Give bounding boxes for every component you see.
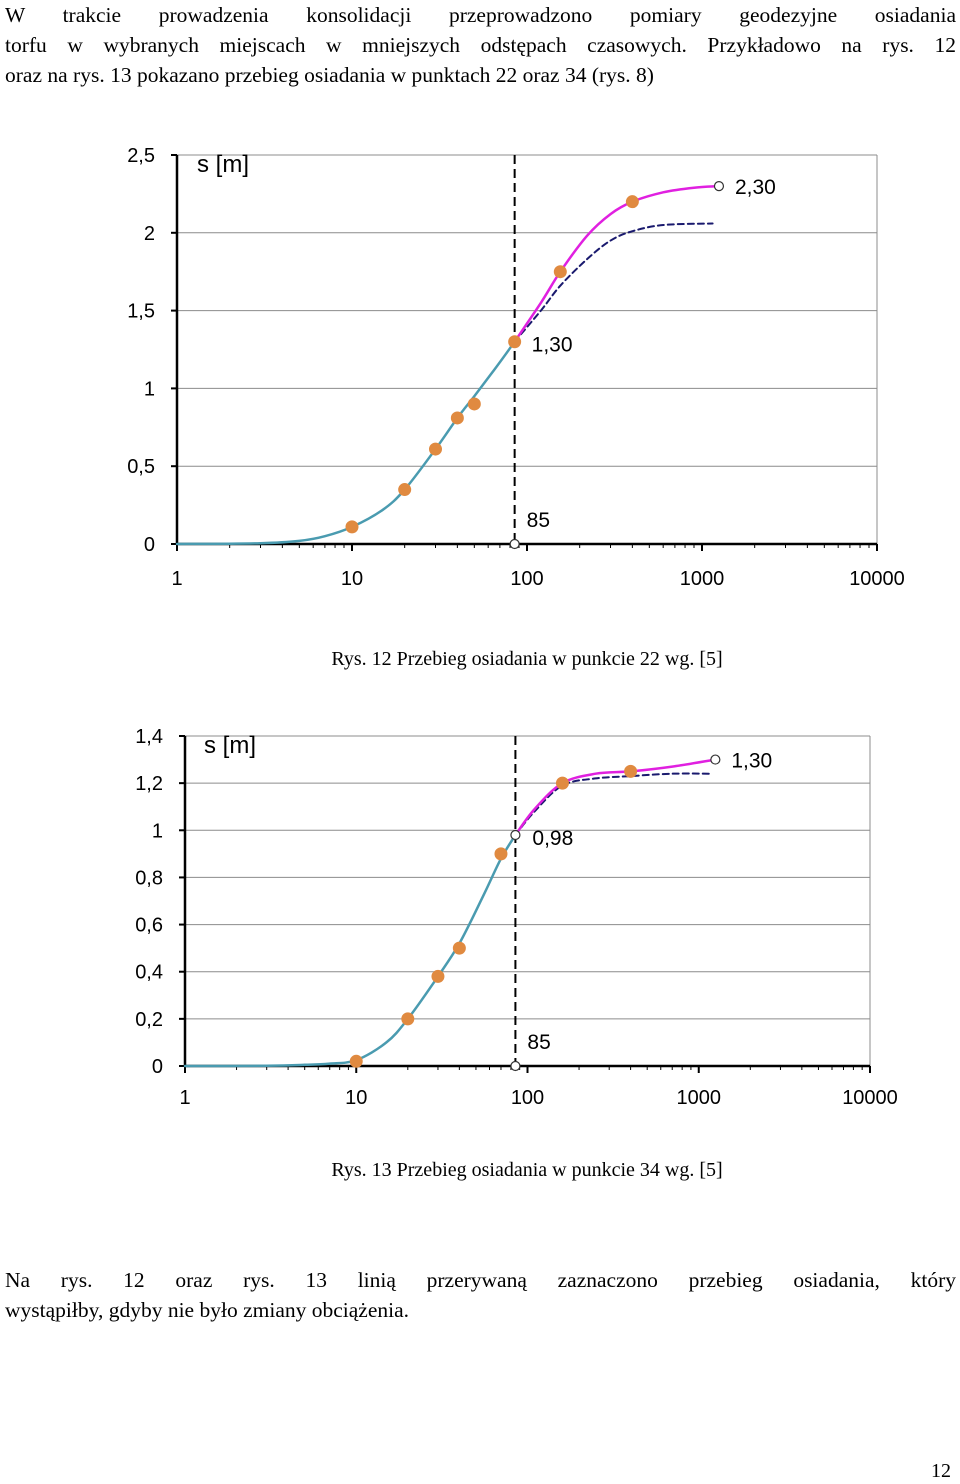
measurement-point <box>510 829 521 841</box>
y-tick-label: 2 <box>144 223 155 245</box>
y-tick-label: 1 <box>144 378 155 400</box>
predicted-settlement-dashed-line <box>514 772 711 836</box>
page-number: 12 <box>931 1460 951 1482</box>
final-value-label: 2,30 <box>735 176 776 199</box>
predicted-settlement-dashed-line <box>513 222 714 343</box>
measurement-point <box>624 764 638 778</box>
measurement-point <box>508 335 522 349</box>
measurement-point <box>428 442 442 456</box>
load-change-marker-point <box>509 538 520 550</box>
y-tick-label: 0,2 <box>135 1009 163 1031</box>
x-tick-label: 1 <box>179 1087 190 1109</box>
outro-line: Na rys. 12 oraz rys. 13 linią przerywaną… <box>5 1268 956 1292</box>
measurement-point <box>431 969 445 983</box>
x-tick-label: 10000 <box>842 1087 898 1109</box>
measurement-point <box>349 1054 363 1068</box>
y-tick-label: 1,5 <box>127 301 155 323</box>
intro-line: oraz na rys. 13 pokazano przebieg osiada… <box>5 63 654 87</box>
changed-load-settlement-line <box>513 184 721 343</box>
figure-caption: Rys. 13 Przebieg osiadania w punkcie 34 … <box>331 1159 723 1181</box>
chart-svg: 0 0,2 0,4 0,6 0,8 1 1,2 1,4 1 10 100 1000 10000 s [m]… <box>135 726 898 1109</box>
measurement-point <box>452 941 466 955</box>
load-change-marker-label: 85 <box>527 1031 550 1054</box>
outro-line: wystąpiłby, gdyby nie było zmiany obciąż… <box>5 1298 410 1322</box>
load-change-marker-label: 85 <box>527 509 550 532</box>
load-change-value-label: 1,30 <box>532 334 573 357</box>
y-tick-label: 0 <box>144 534 155 556</box>
x-tick-label: 10000 <box>849 568 905 590</box>
x-tick-label: 10 <box>341 568 363 590</box>
figure-caption: Rys. 12 Przebieg osiadania w punkcie 22 … <box>331 648 723 670</box>
outro-paragraph: Na rys. 12 oraz rys. 13 linią przerywaną… <box>5 1265 956 1325</box>
y-tick-label: 1,4 <box>135 726 163 748</box>
measured-settlement-line <box>175 340 516 546</box>
y-axis-label: s [m] <box>197 151 249 178</box>
chart-svg: 0 0,5 1 1,5 2 2,5 1 10 100 1000 10000 s [m] 85 1,30 2,… <box>127 145 905 590</box>
measurement-point <box>625 195 639 209</box>
y-tick-label: 0,6 <box>135 915 163 937</box>
measured-settlement-line <box>183 833 517 1068</box>
y-tick-label: 1,2 <box>135 773 163 795</box>
measurement-point <box>450 411 464 425</box>
measurement-point <box>553 265 567 279</box>
intro-paragraph: W trakcie prowadzenia konsolidacji przep… <box>5 0 956 90</box>
x-tick-label: 100 <box>510 568 543 590</box>
y-tick-label: 1 <box>152 820 163 842</box>
final-value-point <box>713 181 725 192</box>
y-tick-label: 0,4 <box>135 962 163 984</box>
y-tick-label: 0 <box>152 1056 163 1078</box>
y-tick-label: 0,5 <box>127 456 155 478</box>
x-tick-label: 1000 <box>677 1087 722 1109</box>
x-tick-label: 1 <box>171 568 182 590</box>
settlement-chart-point-22: 0 0,5 1 1,5 2 2,5 1 10 100 1000 10000 s [m] 85 1,30 2,… <box>0 138 960 608</box>
measurement-point <box>398 483 412 497</box>
intro-line: torfu w wybranych miejscach w mniejszych… <box>5 33 956 57</box>
intro-line: W trakcie prowadzenia konsolidacji przep… <box>5 3 956 27</box>
measurement-point <box>555 776 569 790</box>
y-axis-label: s [m] <box>204 732 256 759</box>
x-tick-label: 1000 <box>680 568 725 590</box>
x-tick-label: 10 <box>345 1087 367 1109</box>
measurement-point <box>494 847 508 861</box>
final-value-label: 1,30 <box>731 750 772 773</box>
final-value-point <box>710 754 721 765</box>
settlement-chart-point-34: 0 0,2 0,4 0,6 0,8 1 1,2 1,4 1 10 100 1000 10000 s [m]… <box>0 718 960 1128</box>
changed-load-settlement-line <box>514 758 717 837</box>
y-tick-label: 0,8 <box>135 867 163 889</box>
load-change-value-label: 0,98 <box>532 827 573 850</box>
measurement-point <box>345 520 359 534</box>
y-tick-label: 2,5 <box>127 145 155 167</box>
x-tick-label: 100 <box>511 1087 544 1109</box>
measurement-point <box>401 1012 415 1026</box>
measurement-point <box>467 397 481 411</box>
load-change-marker-point <box>510 1060 521 1072</box>
